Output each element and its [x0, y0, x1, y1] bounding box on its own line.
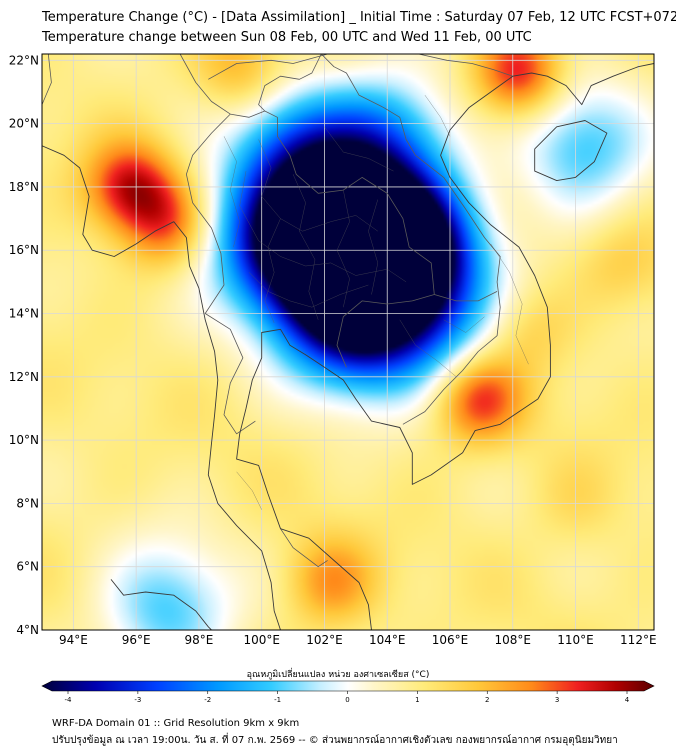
- coastline: [110, 579, 212, 630]
- province-border: [443, 316, 485, 333]
- longitude-tick-label: 112°E: [620, 633, 657, 647]
- colorbar-title: อุณหภูมิเปลี่ยนแปลง หน่วย องศาเซลเซียส (…: [246, 670, 430, 680]
- footer-update-info: ปรับปรุงข้อมูล ณ เวลา 19:00น. วัน ส. ที่…: [52, 735, 618, 746]
- province-border: [258, 139, 378, 232]
- province-border: [368, 199, 379, 295]
- longitude-tick-label: 94°E: [59, 633, 88, 647]
- longitude-tick-label: 98°E: [184, 633, 213, 647]
- latitude-tick-label: 12°N: [9, 370, 39, 384]
- coastlines: [42, 54, 654, 630]
- province-border: [248, 272, 369, 308]
- colorbar: -4 -3 -2 -1 0 1 2 3 4: [41, 680, 655, 704]
- map-title: Temperature Change (°C) - [Data Assimila…: [42, 10, 676, 25]
- country-border: [179, 54, 435, 368]
- longitude-tick-label: 110°E: [557, 633, 594, 647]
- colorbar-tick-label: 3: [555, 696, 559, 704]
- province-border: [239, 171, 407, 283]
- coastline: [534, 120, 608, 182]
- province-border: [223, 136, 240, 248]
- latitude-tick-label: 4°N: [16, 623, 39, 637]
- country-border: [42, 54, 52, 105]
- country-border: [208, 54, 328, 80]
- province-border: [236, 471, 262, 510]
- longitude-tick-label: 104°E: [369, 633, 406, 647]
- province-border: [490, 243, 529, 365]
- country-border: [321, 54, 501, 425]
- coastline: [236, 63, 654, 630]
- country-border: [434, 291, 498, 302]
- colorbar-tick-label: 2: [485, 696, 489, 704]
- latitude-tick-label: 16°N: [9, 243, 39, 257]
- country-border: [204, 313, 256, 435]
- province-border: [399, 319, 457, 377]
- footer-model-info: WRF-DA Domain 01 :: Grid Resolution 9km …: [52, 718, 300, 729]
- province-border: [336, 190, 350, 308]
- colorbar-tick-label: -4: [65, 696, 73, 704]
- colorbar-tick-label: -2: [204, 696, 211, 704]
- latitude-tick-label: 8°N: [16, 496, 39, 510]
- longitude-labels: 94°E 96°E 98°E 100°E 102°E 104°E 106°E 108°E 110…: [59, 633, 657, 647]
- country-border: [258, 54, 322, 112]
- coastline: [42, 145, 281, 630]
- field-layer: [42, 54, 654, 630]
- colorbar-ticks: -4 -3 -2 -1 0 1 2 3 4: [65, 691, 630, 704]
- colorbar-tick-label: 4: [625, 696, 630, 704]
- latitude-tick-label: 18°N: [9, 180, 39, 194]
- latitude-tick-label: 10°N: [9, 433, 39, 447]
- country-border: [186, 113, 231, 314]
- colorbar-tick-label: 0: [345, 696, 349, 704]
- latitude-tick-label: 20°N: [9, 117, 39, 131]
- colorbar-tick-label: 1: [415, 696, 419, 704]
- longitude-tick-label: 96°E: [122, 633, 151, 647]
- colorbar-tick-label: -3: [134, 696, 141, 704]
- longitude-tick-label: 106°E: [432, 633, 469, 647]
- map-frame: [41, 53, 655, 631]
- temperature-field: [42, 54, 654, 630]
- country-border: [280, 528, 328, 568]
- colorbar-tick-label: -1: [274, 696, 281, 704]
- province-border: [292, 174, 319, 320]
- longitude-tick-label: 108°E: [495, 633, 532, 647]
- colorbar-bar: [41, 680, 655, 692]
- latitude-tick-label: 22°N: [9, 53, 39, 67]
- province-border: [324, 126, 394, 172]
- country-border: [418, 54, 513, 77]
- longitude-tick-label: 100°E: [243, 633, 280, 647]
- map-subtitle: Temperature change between Sun 08 Feb, 0…: [42, 30, 532, 45]
- latitude-labels: 4°N 6°N 8°N 10°N 12°N 14°N 16°N 18°N 20°N 22°N: [9, 53, 39, 637]
- province-border: [424, 94, 451, 137]
- latitude-tick-label: 14°N: [9, 307, 39, 321]
- longitude-tick-label: 102°E: [306, 633, 343, 647]
- province-border: [264, 218, 281, 324]
- latitude-tick-label: 6°N: [16, 560, 39, 574]
